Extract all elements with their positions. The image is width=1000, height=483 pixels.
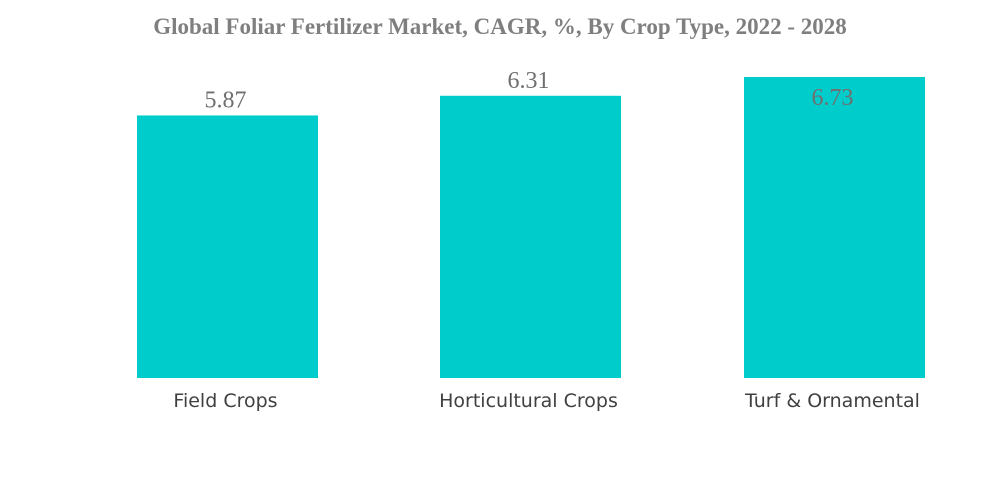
value-label-1: 5.87 — [205, 87, 247, 113]
bar-2 — [440, 95, 621, 378]
category-label-3: Turf & Ornamental — [744, 390, 920, 412]
bar-1 — [137, 115, 318, 378]
bar-3 — [744, 77, 925, 378]
category-label-1: Field Crops — [173, 390, 277, 412]
chart-title: Global Foliar Fertilizer Market, CAGR, %… — [153, 14, 847, 39]
category-label-2: Horticultural Crops — [439, 390, 618, 412]
value-label-3: 6.73 — [812, 85, 854, 111]
value-label-2: 6.31 — [508, 68, 550, 94]
